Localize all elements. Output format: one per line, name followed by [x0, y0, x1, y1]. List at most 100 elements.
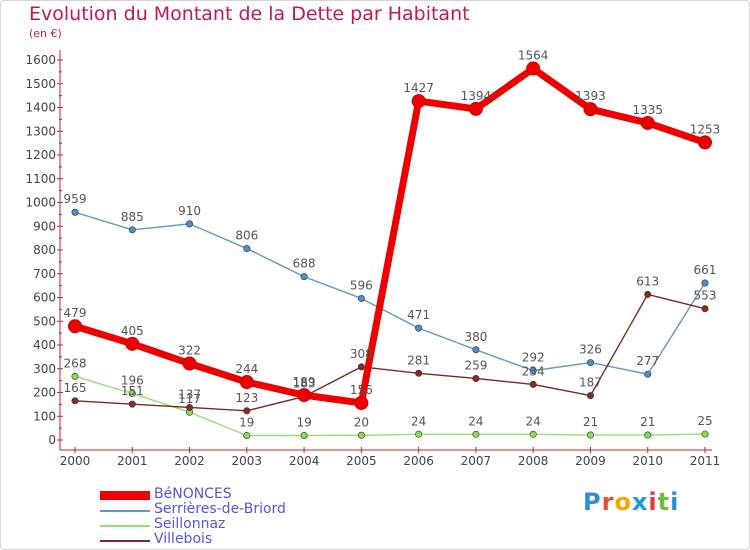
proxiti-logo: Proxiti	[583, 488, 679, 516]
y-tick-label: 200	[33, 386, 56, 400]
data-label-serri-res-de-briord: 688	[293, 257, 316, 271]
legend-swatch-serrieres	[100, 510, 150, 512]
data-point-villebois	[128, 400, 136, 408]
data-label-serri-res-de-briord: 471	[407, 308, 430, 322]
data-point-seillonnaz	[701, 430, 709, 438]
data-label-seillonnaz: 24	[526, 414, 541, 428]
data-label-b-nonces: 1393	[575, 89, 606, 103]
legend-swatch-villebois	[100, 540, 150, 542]
data-point-seillonnaz	[415, 430, 423, 438]
data-label-seillonnaz: 21	[583, 415, 598, 429]
data-label-seillonnaz: 268	[64, 356, 87, 370]
logo-letter: i	[648, 488, 658, 516]
data-label-villebois: 151	[121, 384, 144, 398]
series-line-seillonnaz	[74, 375, 706, 437]
data-label-seillonnaz: 25	[697, 414, 712, 428]
data-point-b-nonces	[468, 101, 483, 116]
logo-letter: P	[583, 488, 602, 516]
logo-letter: o	[614, 488, 632, 516]
data-point-b-nonces	[182, 356, 197, 371]
y-tick-label: 1200	[25, 148, 56, 162]
data-point-b-nonces	[640, 115, 655, 130]
x-tick-label: 2006	[403, 454, 434, 468]
logo-letter: x	[631, 488, 649, 516]
data-label-serri-res-de-briord: 292	[522, 351, 545, 365]
series-line-b-nonces	[71, 65, 709, 407]
y-tick-label: 800	[33, 243, 56, 257]
data-point-villebois	[243, 407, 251, 415]
y-tick-label: 500	[33, 314, 56, 328]
data-label-seillonnaz: 19	[296, 415, 311, 429]
data-label-b-nonces: 1253	[690, 122, 721, 136]
x-tick-label: 2005	[346, 454, 377, 468]
data-point-b-nonces	[297, 388, 312, 403]
legend-swatch-benonces	[100, 491, 150, 500]
logo-letter: r	[601, 488, 615, 516]
data-point-villebois	[357, 363, 365, 371]
x-tick-label: 2004	[289, 454, 320, 468]
data-label-villebois: 183	[293, 377, 316, 391]
data-point-seillonnaz	[243, 431, 251, 439]
data-point-seillonnaz	[472, 430, 480, 438]
data-point-b-nonces	[411, 94, 426, 109]
data-point-serri-res-de-briord	[701, 279, 709, 287]
data-label-villebois: 187	[579, 376, 602, 390]
data-point-seillonnaz	[71, 372, 79, 380]
data-label-serri-res-de-briord: 277	[636, 354, 659, 368]
data-point-seillonnaz	[586, 431, 594, 439]
data-point-b-nonces	[125, 336, 140, 351]
data-label-villebois: 234	[522, 364, 545, 378]
legend-label-benonces: BéNONCES	[154, 486, 232, 502]
data-label-seillonnaz: 20	[354, 415, 369, 429]
data-point-b-nonces	[583, 102, 598, 117]
data-point-serri-res-de-briord	[300, 273, 308, 281]
x-tick-label: 2010	[632, 454, 663, 468]
data-label-villebois: 613	[636, 274, 659, 288]
logo-letter: i	[670, 488, 680, 516]
data-point-serri-res-de-briord	[644, 370, 652, 378]
data-label-villebois: 165	[64, 381, 87, 395]
y-tick-label: 1100	[25, 172, 56, 186]
y-tick-label: 1600	[25, 53, 56, 67]
x-tick-label: 2008	[518, 454, 549, 468]
data-label-b-nonces: 1394	[461, 89, 492, 103]
legend-label-serrieres: Serrières-de-Briord	[154, 501, 286, 517]
data-label-serri-res-de-briord: 910	[178, 204, 201, 218]
data-label-b-nonces: 189	[293, 375, 316, 389]
data-point-b-nonces	[354, 395, 369, 410]
data-point-b-nonces	[68, 319, 82, 334]
data-point-villebois	[701, 305, 709, 313]
x-tick-label: 2000	[60, 454, 91, 468]
data-label-villebois: 137	[178, 387, 201, 401]
y-tick-label: 300	[33, 362, 56, 376]
data-label-seillonnaz: 24	[468, 414, 483, 428]
unit-label: (en €)	[29, 27, 62, 40]
data-label-villebois: 281	[407, 353, 430, 367]
data-label-serri-res-de-briord: 806	[235, 229, 258, 243]
chart-title: Evolution du Montant de la Dette par Hab…	[29, 3, 470, 25]
data-point-b-nonces	[239, 375, 254, 390]
data-point-serri-res-de-briord	[71, 208, 79, 216]
data-point-villebois	[71, 397, 79, 405]
y-tick-label: 0	[48, 433, 56, 447]
data-label-seillonnaz: 196	[121, 373, 144, 387]
data-label-villebois: 308	[350, 347, 373, 361]
data-label-serri-res-de-briord: 326	[579, 343, 602, 357]
data-point-serri-res-de-briord	[529, 367, 537, 375]
series-line-serri-res-de-briord	[74, 211, 706, 375]
data-point-villebois	[186, 403, 194, 411]
data-label-villebois: 259	[464, 358, 487, 372]
data-point-serri-res-de-briord	[472, 346, 480, 354]
legend-label-seillonnaz: Seillonnaz	[154, 516, 226, 532]
data-label-serri-res-de-briord: 885	[121, 210, 144, 224]
y-tick-label: 900	[33, 219, 56, 233]
data-point-b-nonces	[698, 135, 712, 150]
data-point-villebois	[472, 374, 480, 382]
data-label-b-nonces: 1335	[632, 103, 663, 117]
data-point-villebois	[644, 290, 652, 298]
data-point-villebois	[529, 380, 537, 388]
data-label-b-nonces: 244	[235, 362, 258, 376]
data-label-b-nonces: 322	[178, 344, 201, 358]
logo-letter: t	[657, 488, 671, 516]
